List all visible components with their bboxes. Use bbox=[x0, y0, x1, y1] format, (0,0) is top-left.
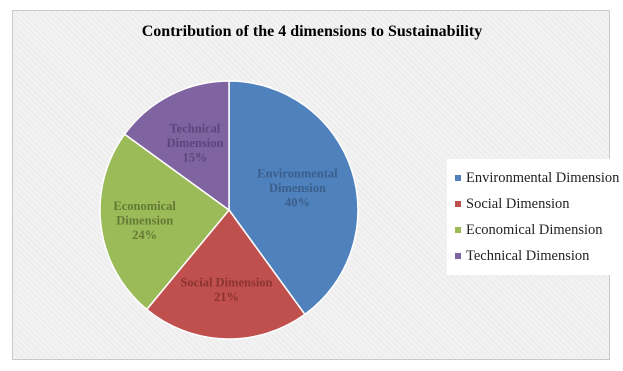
legend: Environmental Dimension Social Dimension… bbox=[447, 159, 623, 275]
chart-area: Contribution of the 4 dimensions to Sust… bbox=[12, 10, 623, 360]
pie-slice-economical bbox=[99, 133, 231, 311]
slice-label-economical: Economical Dimension 24% bbox=[113, 199, 176, 242]
legend-swatch-environmental bbox=[455, 175, 461, 181]
pie-chart: Environmental Dimension 40% Social Dimensio… bbox=[99, 80, 359, 340]
legend-label-environmental: Environmental Dimension bbox=[466, 169, 620, 186]
legend-swatch-technical bbox=[455, 253, 461, 259]
chart-title: Contribution of the 4 dimensions to Sust… bbox=[141, 23, 483, 40]
slice-label-social: Social Dimension 21% bbox=[180, 276, 272, 305]
pie-slice-environmental bbox=[228, 80, 359, 316]
legend-label-social: Social Dimension bbox=[466, 195, 570, 212]
legend-swatch-economical bbox=[455, 227, 461, 233]
legend-label-economical: Economical Dimension bbox=[466, 221, 603, 238]
pie-slice-technical bbox=[123, 80, 230, 212]
legend-item-technical: Technical Dimension bbox=[455, 243, 623, 269]
legend-item-economical: Economical Dimension bbox=[455, 217, 623, 243]
legend-label-technical: Technical Dimension bbox=[466, 247, 590, 264]
legend-item-environmental: Environmental Dimension bbox=[455, 165, 623, 191]
legend-item-social: Social Dimension bbox=[455, 191, 623, 217]
legend-swatch-social bbox=[455, 201, 461, 207]
slice-label-technical: Technical Dimension 15% bbox=[166, 122, 223, 165]
slice-label-environmental: Environmental Dimension 40% bbox=[257, 166, 338, 209]
pie-slice-social bbox=[145, 208, 306, 340]
